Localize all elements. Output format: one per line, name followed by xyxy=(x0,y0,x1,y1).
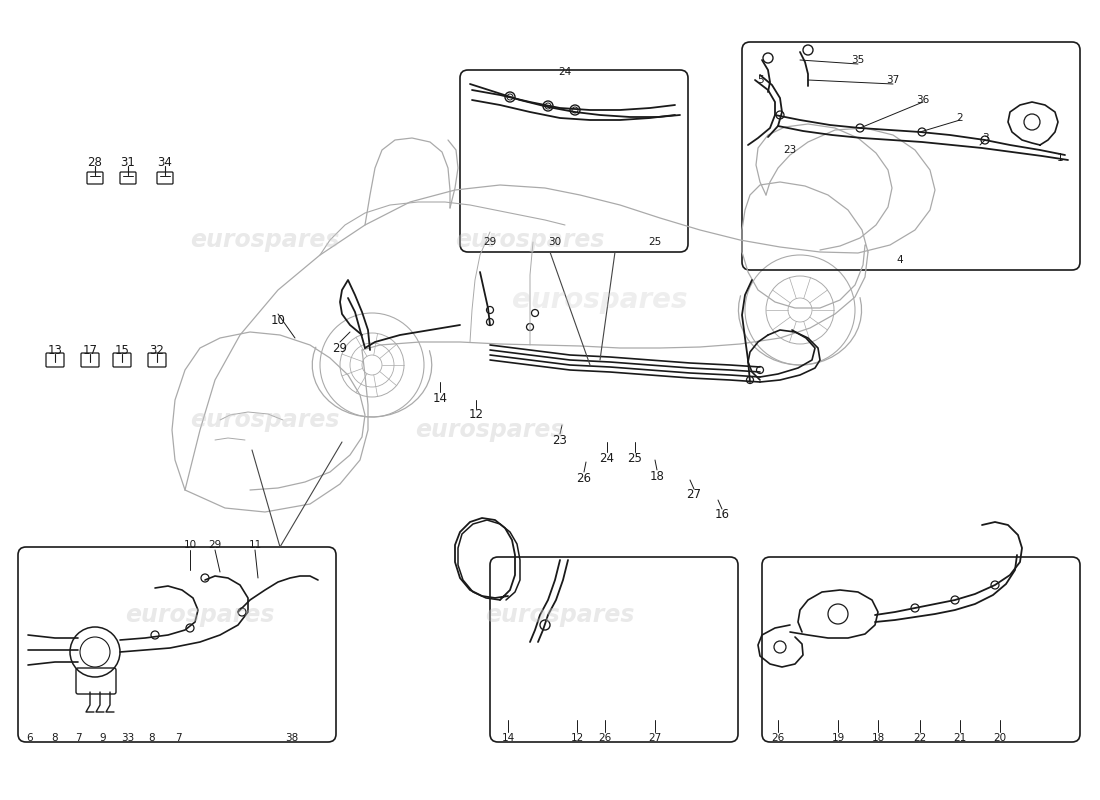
Text: 30: 30 xyxy=(549,237,562,247)
Circle shape xyxy=(952,596,959,604)
Text: 24: 24 xyxy=(559,67,572,77)
Text: 29: 29 xyxy=(208,540,221,550)
Text: 15: 15 xyxy=(114,343,130,357)
Text: 23: 23 xyxy=(783,145,796,155)
Text: 25: 25 xyxy=(648,237,661,247)
Text: 11: 11 xyxy=(249,540,262,550)
Text: 34: 34 xyxy=(157,155,173,169)
Text: 4: 4 xyxy=(896,255,903,265)
Circle shape xyxy=(856,124,864,132)
Text: 26: 26 xyxy=(576,471,592,485)
Text: 7: 7 xyxy=(175,733,182,743)
Text: eurospares: eurospares xyxy=(513,286,688,314)
Circle shape xyxy=(505,92,515,102)
Text: 10: 10 xyxy=(184,540,197,550)
Text: 5: 5 xyxy=(757,75,763,85)
Text: 6: 6 xyxy=(26,733,33,743)
Circle shape xyxy=(747,377,754,383)
Text: eurospares: eurospares xyxy=(455,228,605,252)
Text: 16: 16 xyxy=(715,509,729,522)
Text: 12: 12 xyxy=(469,409,484,422)
Text: 13: 13 xyxy=(47,343,63,357)
Circle shape xyxy=(991,581,999,589)
Text: eurospares: eurospares xyxy=(190,228,340,252)
Text: 27: 27 xyxy=(648,733,661,743)
Text: 2: 2 xyxy=(957,113,964,123)
Circle shape xyxy=(918,128,926,136)
Text: 28: 28 xyxy=(88,155,102,169)
Text: 20: 20 xyxy=(993,733,1007,743)
Text: 26: 26 xyxy=(598,733,612,743)
Text: eurospares: eurospares xyxy=(125,603,275,627)
Text: 9: 9 xyxy=(100,733,107,743)
Circle shape xyxy=(570,105,580,115)
Text: 12: 12 xyxy=(571,733,584,743)
Circle shape xyxy=(486,306,494,314)
Circle shape xyxy=(540,620,550,630)
Text: 24: 24 xyxy=(600,451,615,465)
Text: 10: 10 xyxy=(271,314,285,326)
Text: 8: 8 xyxy=(148,733,155,743)
Circle shape xyxy=(757,366,763,374)
Text: 29: 29 xyxy=(332,342,348,354)
Text: 25: 25 xyxy=(628,451,642,465)
Text: 7: 7 xyxy=(75,733,81,743)
Circle shape xyxy=(981,136,989,144)
Circle shape xyxy=(911,604,918,612)
Text: eurospares: eurospares xyxy=(190,408,340,432)
Text: 1: 1 xyxy=(1057,153,1064,163)
Text: 8: 8 xyxy=(52,733,58,743)
Text: 14: 14 xyxy=(432,391,448,405)
Text: eurospares: eurospares xyxy=(416,418,564,442)
Circle shape xyxy=(543,101,553,111)
Text: 29: 29 xyxy=(483,237,496,247)
Circle shape xyxy=(776,111,784,119)
Circle shape xyxy=(486,318,494,326)
Circle shape xyxy=(527,323,534,330)
Text: 33: 33 xyxy=(121,733,134,743)
Text: 32: 32 xyxy=(150,343,164,357)
Circle shape xyxy=(238,608,246,616)
Text: 26: 26 xyxy=(771,733,784,743)
Text: 37: 37 xyxy=(887,75,900,85)
Text: 18: 18 xyxy=(650,470,664,482)
Circle shape xyxy=(531,310,539,317)
Text: 18: 18 xyxy=(871,733,884,743)
Circle shape xyxy=(201,574,209,582)
Text: 21: 21 xyxy=(954,733,967,743)
Circle shape xyxy=(151,631,160,639)
Text: 17: 17 xyxy=(82,343,98,357)
Text: 31: 31 xyxy=(121,155,135,169)
Text: 3: 3 xyxy=(981,133,988,143)
Text: 35: 35 xyxy=(851,55,865,65)
Text: eurospares: eurospares xyxy=(485,603,635,627)
Text: 14: 14 xyxy=(502,733,515,743)
Text: 36: 36 xyxy=(916,95,930,105)
Text: 23: 23 xyxy=(552,434,568,446)
Circle shape xyxy=(186,624,194,632)
Text: 22: 22 xyxy=(913,733,926,743)
Text: 19: 19 xyxy=(832,733,845,743)
Text: 38: 38 xyxy=(285,733,298,743)
Text: 27: 27 xyxy=(686,489,702,502)
